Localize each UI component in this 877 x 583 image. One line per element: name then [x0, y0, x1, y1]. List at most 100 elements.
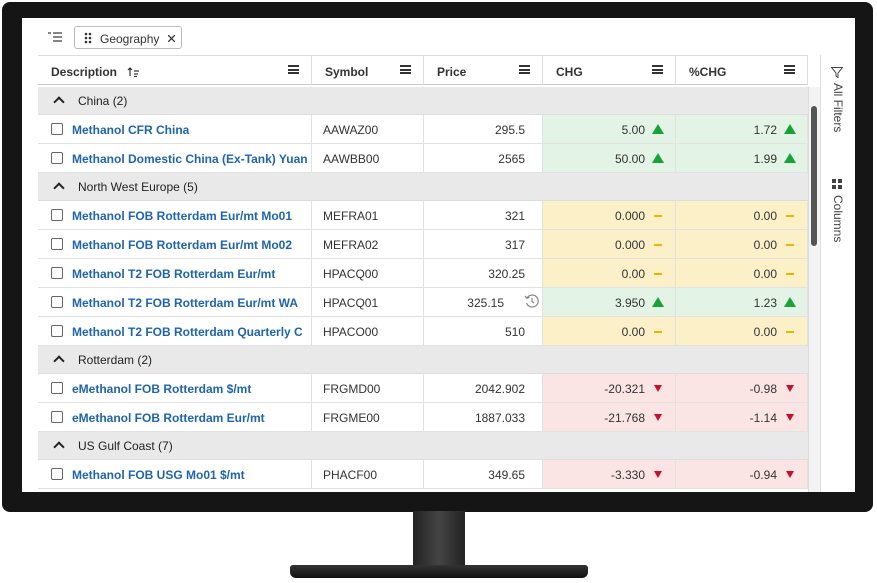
description-link[interactable]: Methanol T2 FOB Rotterdam Eur/mt WA	[72, 296, 299, 310]
monitor-base	[290, 565, 588, 578]
grip-icon	[84, 32, 92, 44]
description-link[interactable]: Methanol CFR China	[72, 123, 190, 137]
trend-indicator	[652, 153, 664, 163]
change: -21.768	[604, 411, 645, 425]
price: 325.15	[467, 296, 504, 310]
column-header[interactable]: Price	[424, 56, 543, 85]
row-checkbox[interactable]	[51, 468, 63, 480]
cell: eMethanol FOB Rotterdam Eur/mt	[38, 403, 312, 431]
cell: PHACF00	[312, 460, 424, 488]
data-row: Methanol CFR China AAWAZ00 295.5 5.00 1.72	[38, 115, 808, 144]
trend-indicator	[784, 297, 796, 307]
description-link[interactable]: Methanol T2 FOB Rotterdam Eur/mt	[72, 267, 276, 281]
row-checkbox[interactable]	[51, 325, 63, 337]
data-row: Methanol Domestic China (Ex-Tank) Yuan AA…	[38, 144, 808, 173]
cell: FRGME00	[312, 403, 424, 431]
description-link[interactable]: Methanol FOB Rotterdam Eur/mt Mo01	[72, 209, 293, 223]
cell: -3.330	[543, 460, 676, 488]
group-icon[interactable]	[48, 31, 62, 43]
change: 0.000	[614, 238, 645, 252]
cell: -20.321	[543, 374, 676, 402]
price: 2042.902	[474, 382, 525, 396]
description-link[interactable]: eMethanol FOB Rotterdam $/mt	[72, 382, 252, 396]
cell: Methanol T2 FOB Rotterdam Eur/mt	[38, 259, 312, 287]
cell: Methanol T2 FOB Rotterdam Quarterly C	[38, 317, 312, 345]
symbol: MEFRA01	[323, 209, 379, 223]
column-header[interactable]: CHG	[543, 56, 676, 85]
column-menu[interactable]	[288, 65, 299, 74]
column-menu[interactable]	[519, 65, 530, 74]
group-label: North West Europe (5)	[78, 180, 198, 194]
row-checkbox[interactable]	[51, 411, 63, 423]
description-link[interactable]: Methanol T2 FOB Rotterdam Quarterly C	[72, 325, 303, 339]
row-checkbox[interactable]	[51, 267, 63, 279]
trend-indicator	[654, 414, 662, 421]
cell: MEFRA01	[312, 201, 424, 229]
row-checkbox[interactable]	[51, 296, 63, 308]
column-header[interactable]: %CHG	[676, 56, 808, 85]
column-menu[interactable]	[652, 65, 663, 74]
group-row[interactable]: Rotterdam (2)	[38, 346, 808, 374]
cell: Methanol T2 FOB Rotterdam Eur/mt WA	[38, 288, 312, 316]
description-link[interactable]: Methanol FOB Rotterdam Eur/mt Mo02	[72, 238, 293, 252]
chip-remove[interactable]	[168, 35, 175, 42]
percent-change: 1.23	[753, 296, 777, 310]
row-checkbox[interactable]	[51, 209, 63, 221]
percent-change: -0.98	[749, 382, 777, 396]
change: 3.950	[614, 296, 645, 310]
scroll-thumb[interactable]	[811, 106, 817, 246]
filter-chip[interactable]: Geography	[74, 26, 182, 49]
symbol: HPACQ01	[323, 296, 379, 310]
collapse-caret[interactable]	[53, 182, 65, 194]
group-row[interactable]: China (2)	[38, 87, 808, 115]
symbol: HPACQ00	[323, 267, 379, 281]
side-panel: All Filters Columns	[820, 55, 855, 492]
trend-indicator	[786, 273, 794, 275]
cell: Methanol CFR China	[38, 115, 312, 143]
cell: 349.65	[424, 460, 543, 488]
row-checkbox[interactable]	[51, 238, 63, 250]
price: 349.65	[488, 468, 525, 482]
description-link[interactable]: Methanol Domestic China (Ex-Tank) Yuan	[72, 152, 308, 166]
history-icon[interactable]	[524, 293, 542, 309]
group-row[interactable]: North West Europe (5)	[38, 173, 808, 201]
group-row[interactable]: US Gulf Coast (7)	[38, 432, 808, 460]
description-link[interactable]: Methanol FOB USG Mo01 $/mt	[72, 468, 245, 482]
column-menu[interactable]	[400, 65, 411, 74]
row-checkbox[interactable]	[51, 152, 63, 164]
trend-indicator	[786, 385, 794, 392]
price: 1887.033	[474, 411, 525, 425]
price: 510	[504, 325, 525, 339]
cell: 321	[424, 201, 543, 229]
cell: -21.768	[543, 403, 676, 431]
cell: 5.00	[543, 115, 676, 143]
cell: 0.00	[676, 317, 808, 345]
cell: 0.00	[676, 230, 808, 258]
column-menu[interactable]	[784, 65, 795, 74]
change: 50.00	[614, 152, 645, 166]
column-header[interactable]: Description	[38, 56, 312, 85]
column-header[interactable]: Symbol	[312, 56, 424, 85]
screen: Geography Description Symbol Price CHG %CHG …	[22, 18, 855, 492]
all-filters-tab[interactable]: All Filters	[831, 83, 845, 133]
cell: 0.000	[543, 201, 676, 229]
columns-tab[interactable]: Columns	[831, 195, 845, 243]
trend-indicator	[786, 215, 794, 217]
cell: -0.94	[676, 460, 808, 488]
cell: 50.00	[543, 144, 676, 172]
collapse-caret[interactable]	[53, 96, 65, 108]
collapse-caret[interactable]	[53, 441, 65, 453]
change: 0.000	[614, 209, 645, 223]
sort-icon[interactable]	[127, 66, 139, 78]
description-link[interactable]: eMethanol FOB Rotterdam Eur/mt	[72, 411, 265, 425]
cell: 320.25	[424, 259, 543, 287]
row-checkbox[interactable]	[51, 382, 63, 394]
data-row: Methanol T2 FOB Rotterdam Quarterly C HPA…	[38, 317, 808, 346]
row-checkbox[interactable]	[51, 123, 63, 135]
data-row: Methanol T2 FOB Rotterdam Eur/mt WA HPACQ…	[38, 288, 808, 317]
collapse-caret[interactable]	[53, 355, 65, 367]
symbol: MEFRA02	[323, 238, 379, 252]
cell: FRGMD00	[312, 374, 424, 402]
price: 2565	[498, 152, 525, 166]
